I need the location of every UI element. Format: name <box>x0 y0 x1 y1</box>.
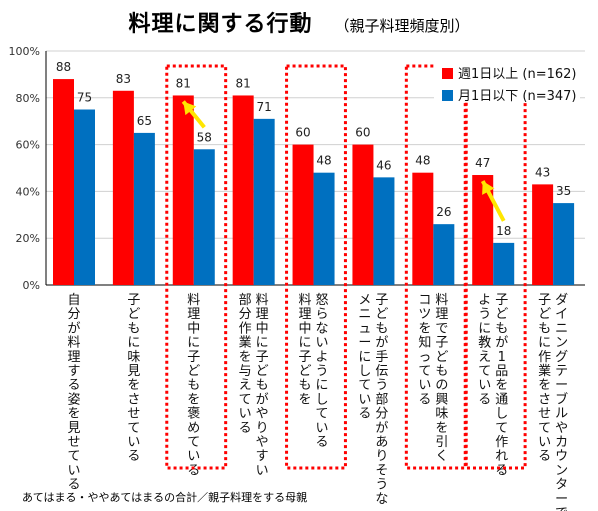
legend <box>434 58 580 102</box>
category-label: 料理で子どもの興味を引くコツを知っている <box>418 293 448 464</box>
category-label: 料理中に子どもがやりやすい部分作業を与えている <box>239 293 269 478</box>
bar-monthly <box>133 132 155 285</box>
data-label: 26 <box>436 205 451 219</box>
data-label: 43 <box>535 165 550 179</box>
bar-monthly <box>493 242 515 285</box>
highlight-box <box>285 64 347 470</box>
data-label: 47 <box>475 156 490 170</box>
y-tick-label: 60% <box>16 139 40 152</box>
y-tick-label: 80% <box>16 92 40 105</box>
data-label: 88 <box>56 60 71 74</box>
legend-label: 週1日以上 (n=162) <box>458 67 577 82</box>
data-label: 18 <box>496 224 511 238</box>
bar-monthly <box>313 172 335 285</box>
data-label: 60 <box>355 126 370 140</box>
bar-monthly <box>193 149 215 285</box>
bar-weekly <box>412 172 434 285</box>
bar-monthly <box>553 203 575 285</box>
trend-arrow-head <box>482 181 495 195</box>
y-tick-label: 0% <box>23 279 40 292</box>
bar-weekly <box>532 184 554 285</box>
bar-monthly <box>373 177 395 285</box>
data-label: 81 <box>236 76 251 90</box>
data-label: 48 <box>316 154 331 168</box>
category-label: 子どもが 1 品を通して作れるように教えている <box>478 293 508 478</box>
y-tick-label: 40% <box>16 185 40 198</box>
category-label: ダイニングテーブルやカウンターで子どもに作業をさせている <box>538 293 568 511</box>
category-label: 子どもが手伝う部分がありそうなメニューにしている <box>358 293 388 507</box>
highlight-box <box>165 64 228 470</box>
data-label: 48 <box>415 154 430 168</box>
bar-monthly <box>433 224 455 285</box>
chart-footnote: あてはまる・ややあてはまるの合計／親子料理をする母親 <box>22 491 308 504</box>
category-label: 子どもに味見をさせている <box>127 293 140 464</box>
legend-swatch <box>442 90 453 101</box>
data-label: 58 <box>197 130 212 144</box>
legend-swatch <box>442 68 453 79</box>
legend-label: 月1日以下 (n=347) <box>458 89 577 104</box>
data-label: 60 <box>295 126 310 140</box>
highlight-box <box>464 64 527 470</box>
data-label: 83 <box>116 72 131 86</box>
chart-subtitle: （親子料理頻度別） <box>334 17 470 35</box>
bar-monthly <box>253 118 275 285</box>
bar-weekly <box>352 144 374 285</box>
bar-weekly <box>112 90 134 285</box>
bar-weekly <box>232 95 254 286</box>
y-tick-label: 100% <box>9 45 40 58</box>
data-label: 65 <box>137 114 152 128</box>
data-label: 81 <box>176 76 191 90</box>
bar-weekly <box>53 79 74 285</box>
data-label: 71 <box>257 100 272 114</box>
trend-arrow-head <box>183 101 197 116</box>
y-tick-label: 20% <box>16 232 40 245</box>
chart-title-main: 料理に関する行動 <box>128 12 313 37</box>
category-label: 怒らないようにしている料理中に子どもを <box>299 293 329 450</box>
category-label: 料理中に子どもを褒めている <box>187 293 200 478</box>
data-label: 75 <box>77 91 92 105</box>
data-label: 35 <box>556 184 571 198</box>
category-label: 自分が料理する姿を見せている <box>67 293 80 493</box>
bar-monthly <box>74 109 95 285</box>
bar-weekly <box>472 175 494 285</box>
bar-weekly <box>292 144 314 285</box>
data-label: 46 <box>376 158 391 172</box>
bar-weekly <box>172 95 194 286</box>
chart-title: 料理に関する行動 （親子料理頻度別） <box>0 6 598 38</box>
